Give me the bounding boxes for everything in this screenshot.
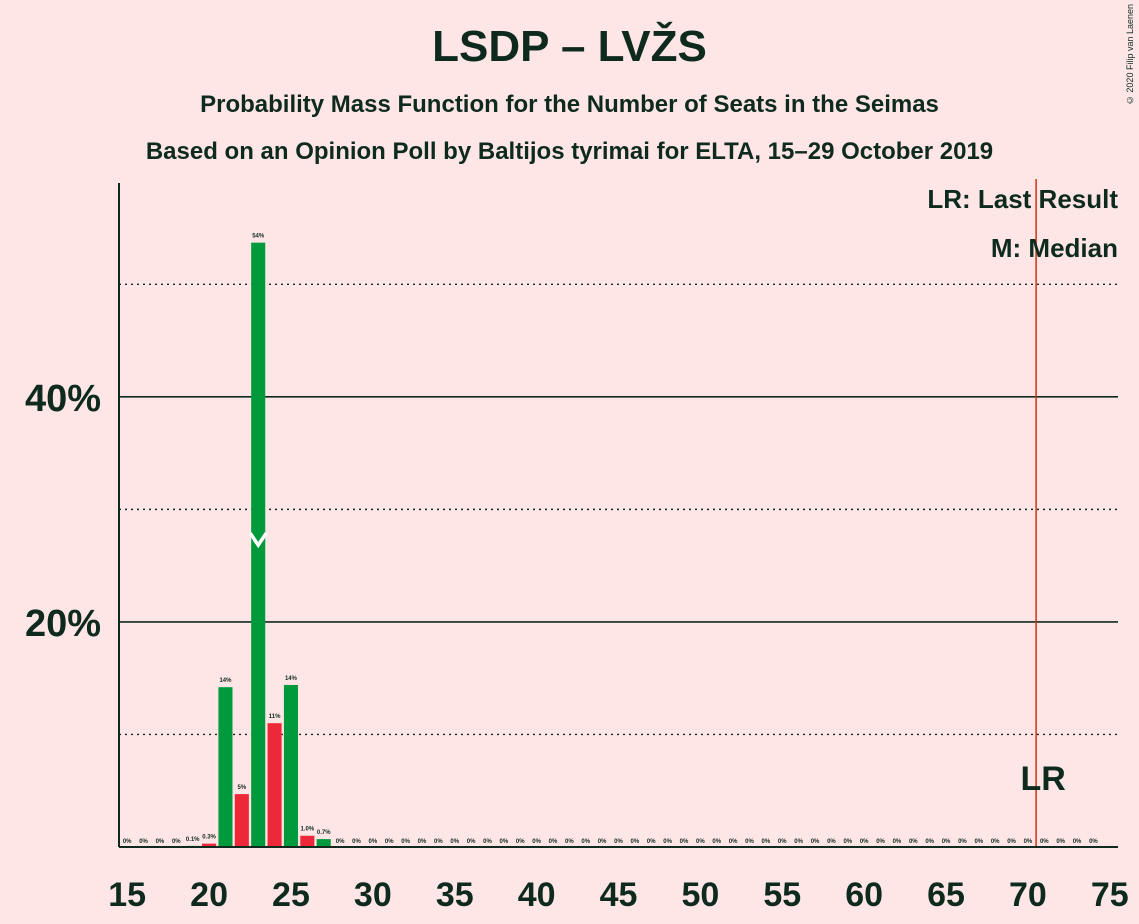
x-tick-label: 45 <box>600 876 638 914</box>
bar-data-label: 0% <box>811 839 820 845</box>
legend-median: M: Median <box>990 233 1118 263</box>
bar-data-label: 14% <box>219 678 232 684</box>
bar-data-label: 0% <box>123 839 132 845</box>
bar-data-label: 0% <box>909 839 918 845</box>
bar-data-label: 0% <box>827 839 836 845</box>
bar-data-label: 0% <box>925 839 934 845</box>
bar <box>300 835 315 847</box>
bar-data-label: 0% <box>418 839 427 845</box>
bar-data-label: 0% <box>336 839 345 845</box>
bar-data-label: 0.1% <box>186 837 200 843</box>
bar-data-label: 0% <box>631 839 640 845</box>
bar-data-label: 0% <box>614 839 623 845</box>
bar-data-label: 0% <box>467 839 476 845</box>
bar-data-label: 5% <box>237 785 246 791</box>
bar-data-label: 0% <box>581 839 590 845</box>
bar-data-label: 0% <box>450 839 459 845</box>
x-tick-label: 55 <box>763 876 801 914</box>
x-tick-label: 25 <box>272 876 310 914</box>
bar-data-label: 0% <box>663 839 672 845</box>
last-result-label: LR <box>1020 760 1065 798</box>
bar-data-label: 0% <box>729 839 738 845</box>
bar-data-label: 0% <box>778 839 787 845</box>
bar-data-label: 0% <box>483 839 492 845</box>
bar-data-label: 0% <box>172 839 181 845</box>
bar-data-label: 0% <box>369 839 378 845</box>
legend-last-result: LR: Last Result <box>927 184 1118 214</box>
bar-data-label: 0% <box>974 839 983 845</box>
bar <box>283 684 299 847</box>
bar-data-label: 0% <box>712 839 721 845</box>
x-tick-label: 35 <box>436 876 474 914</box>
bar-data-label: 0% <box>532 839 541 845</box>
bar <box>202 843 217 847</box>
bar-data-label: 0% <box>434 839 443 845</box>
bar-data-label: 0% <box>385 839 394 845</box>
bar-data-label: 0% <box>942 839 951 845</box>
chart-source: Based on an Opinion Poll by Baltijos tyr… <box>145 138 994 165</box>
bar-data-label: 0% <box>352 839 361 845</box>
y-tick-label: 40% <box>25 378 101 420</box>
bar <box>267 723 282 847</box>
x-tick-label: 60 <box>845 876 883 914</box>
bar-data-label: 1.0% <box>300 827 314 833</box>
bar-data-label: 0% <box>500 839 509 845</box>
bar-data-label: 0% <box>794 839 803 845</box>
bar <box>316 839 331 847</box>
bar-data-label: 0% <box>991 839 1000 845</box>
y-tick-label: 20% <box>25 603 101 645</box>
bar-data-label: 11% <box>269 714 281 720</box>
bar-data-label: 0% <box>647 839 656 845</box>
x-tick-label: 40 <box>518 876 556 914</box>
bar-data-label: 0% <box>745 839 754 845</box>
chart-subtitle: Probability Mass Function for the Number… <box>200 91 939 118</box>
bar-data-label: 0% <box>876 839 885 845</box>
bar-data-label: 0% <box>1040 839 1049 845</box>
bar-data-label: 0% <box>549 839 558 845</box>
bar-data-label: 0% <box>1056 839 1065 845</box>
bar-data-label: 14% <box>285 676 298 682</box>
bar-data-label: 0% <box>696 839 705 845</box>
x-tick-label: 65 <box>927 876 965 914</box>
bar-data-label: 0% <box>1089 839 1098 845</box>
bar-data-label: 0% <box>1073 839 1082 845</box>
bar-data-label: 0% <box>516 839 525 845</box>
bar-data-label: 0% <box>156 839 165 845</box>
x-tick-label: 70 <box>1009 876 1047 914</box>
x-tick-label: 75 <box>1091 876 1129 914</box>
bar <box>218 687 233 847</box>
x-tick-label: 50 <box>681 876 719 914</box>
bar-data-label: 0% <box>1024 839 1033 845</box>
bar-data-label: 0% <box>680 839 689 845</box>
bar-data-label: 0% <box>958 839 967 845</box>
bar-data-label: 0% <box>565 839 574 845</box>
chart-title: LSDP – LVŽS <box>432 22 707 71</box>
bar <box>234 794 249 847</box>
x-tick-label: 15 <box>108 876 146 914</box>
bar-data-label: 0% <box>860 839 869 845</box>
bar-data-label: 0% <box>762 839 771 845</box>
bar-data-label: 0% <box>598 839 607 845</box>
x-tick-label: 30 <box>354 876 392 914</box>
bar-data-label: 0% <box>893 839 902 845</box>
bar-data-label: 0% <box>139 839 148 845</box>
bar-data-label: 54% <box>252 234 265 240</box>
median-marker <box>248 532 268 549</box>
bar-data-label: 0% <box>843 839 852 845</box>
bar-data-label: 0.7% <box>317 830 331 836</box>
x-tick-label: 20 <box>190 876 228 914</box>
bar-data-label: 0% <box>1007 839 1016 845</box>
bar-data-label: 0.3% <box>202 835 216 841</box>
bar-data-label: 0% <box>401 839 410 845</box>
